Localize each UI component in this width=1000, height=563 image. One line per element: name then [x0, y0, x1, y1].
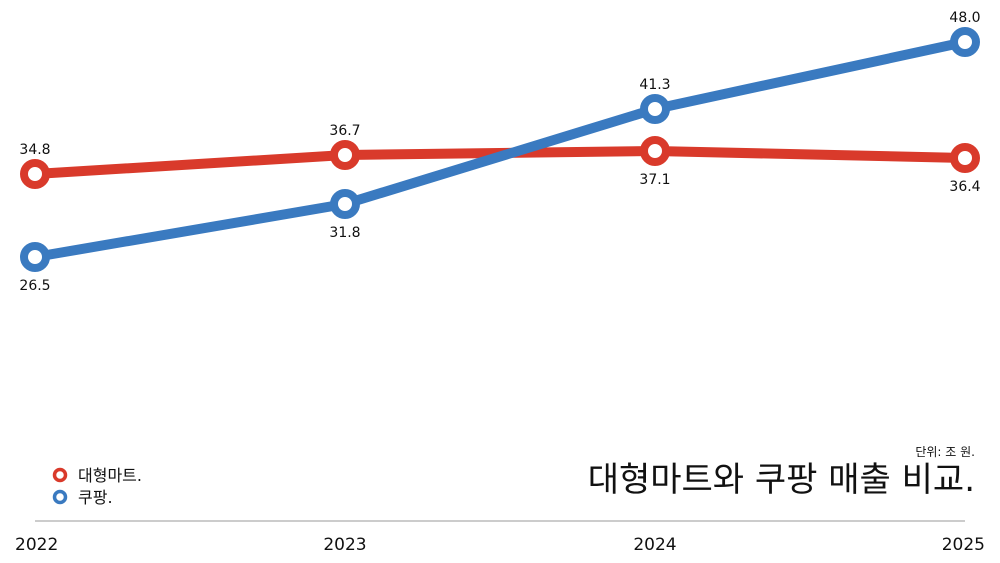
x-tick-label-0: 2022	[15, 535, 58, 555]
x-tick-label-3: 2025	[942, 535, 985, 555]
data-label-1-0: 26.5	[19, 278, 50, 294]
series-layer	[20, 27, 980, 272]
unit-note: 단위: 조 원.	[915, 445, 975, 459]
x-tick-label-2: 2024	[633, 535, 676, 555]
data-point-0-2	[640, 136, 670, 166]
chart-title: 대형마트와 쿠팡 매출 비교.	[588, 460, 975, 500]
x-tick-layer: 2022 2023 2024 2025	[15, 535, 985, 555]
legend-label-0: 대형마트.	[78, 466, 142, 485]
data-point-0-0	[20, 159, 50, 189]
data-label-0-0: 34.8	[19, 142, 50, 158]
legend-item-1: 쿠팡.	[52, 488, 113, 507]
legend-marker-0	[52, 467, 68, 483]
data-point-1-0	[20, 242, 50, 272]
data-label-1-1: 31.8	[329, 225, 360, 241]
legend-item-0: 대형마트.	[52, 466, 142, 485]
data-label-0-1: 36.7	[329, 123, 360, 139]
data-point-1-1	[330, 189, 360, 219]
legend-label-1: 쿠팡.	[78, 488, 113, 507]
data-point-0-1	[330, 140, 360, 170]
data-label-0-2: 37.1	[639, 172, 670, 188]
data-label-layer: 34.8 26.5 36.7 31.8 37.1 41.3 36.4 48.0	[19, 10, 980, 294]
data-label-0-3: 36.4	[949, 179, 980, 195]
data-label-1-2: 41.3	[639, 77, 670, 93]
data-point-1-3	[950, 27, 980, 57]
series-line-1	[30, 37, 970, 262]
data-point-0-3	[950, 143, 980, 173]
legend-marker-1	[52, 489, 68, 505]
data-point-1-2	[640, 94, 670, 124]
x-tick-label-1: 2023	[323, 535, 366, 555]
data-label-1-3: 48.0	[949, 10, 980, 26]
legend: 대형마트. 쿠팡.	[52, 466, 142, 507]
